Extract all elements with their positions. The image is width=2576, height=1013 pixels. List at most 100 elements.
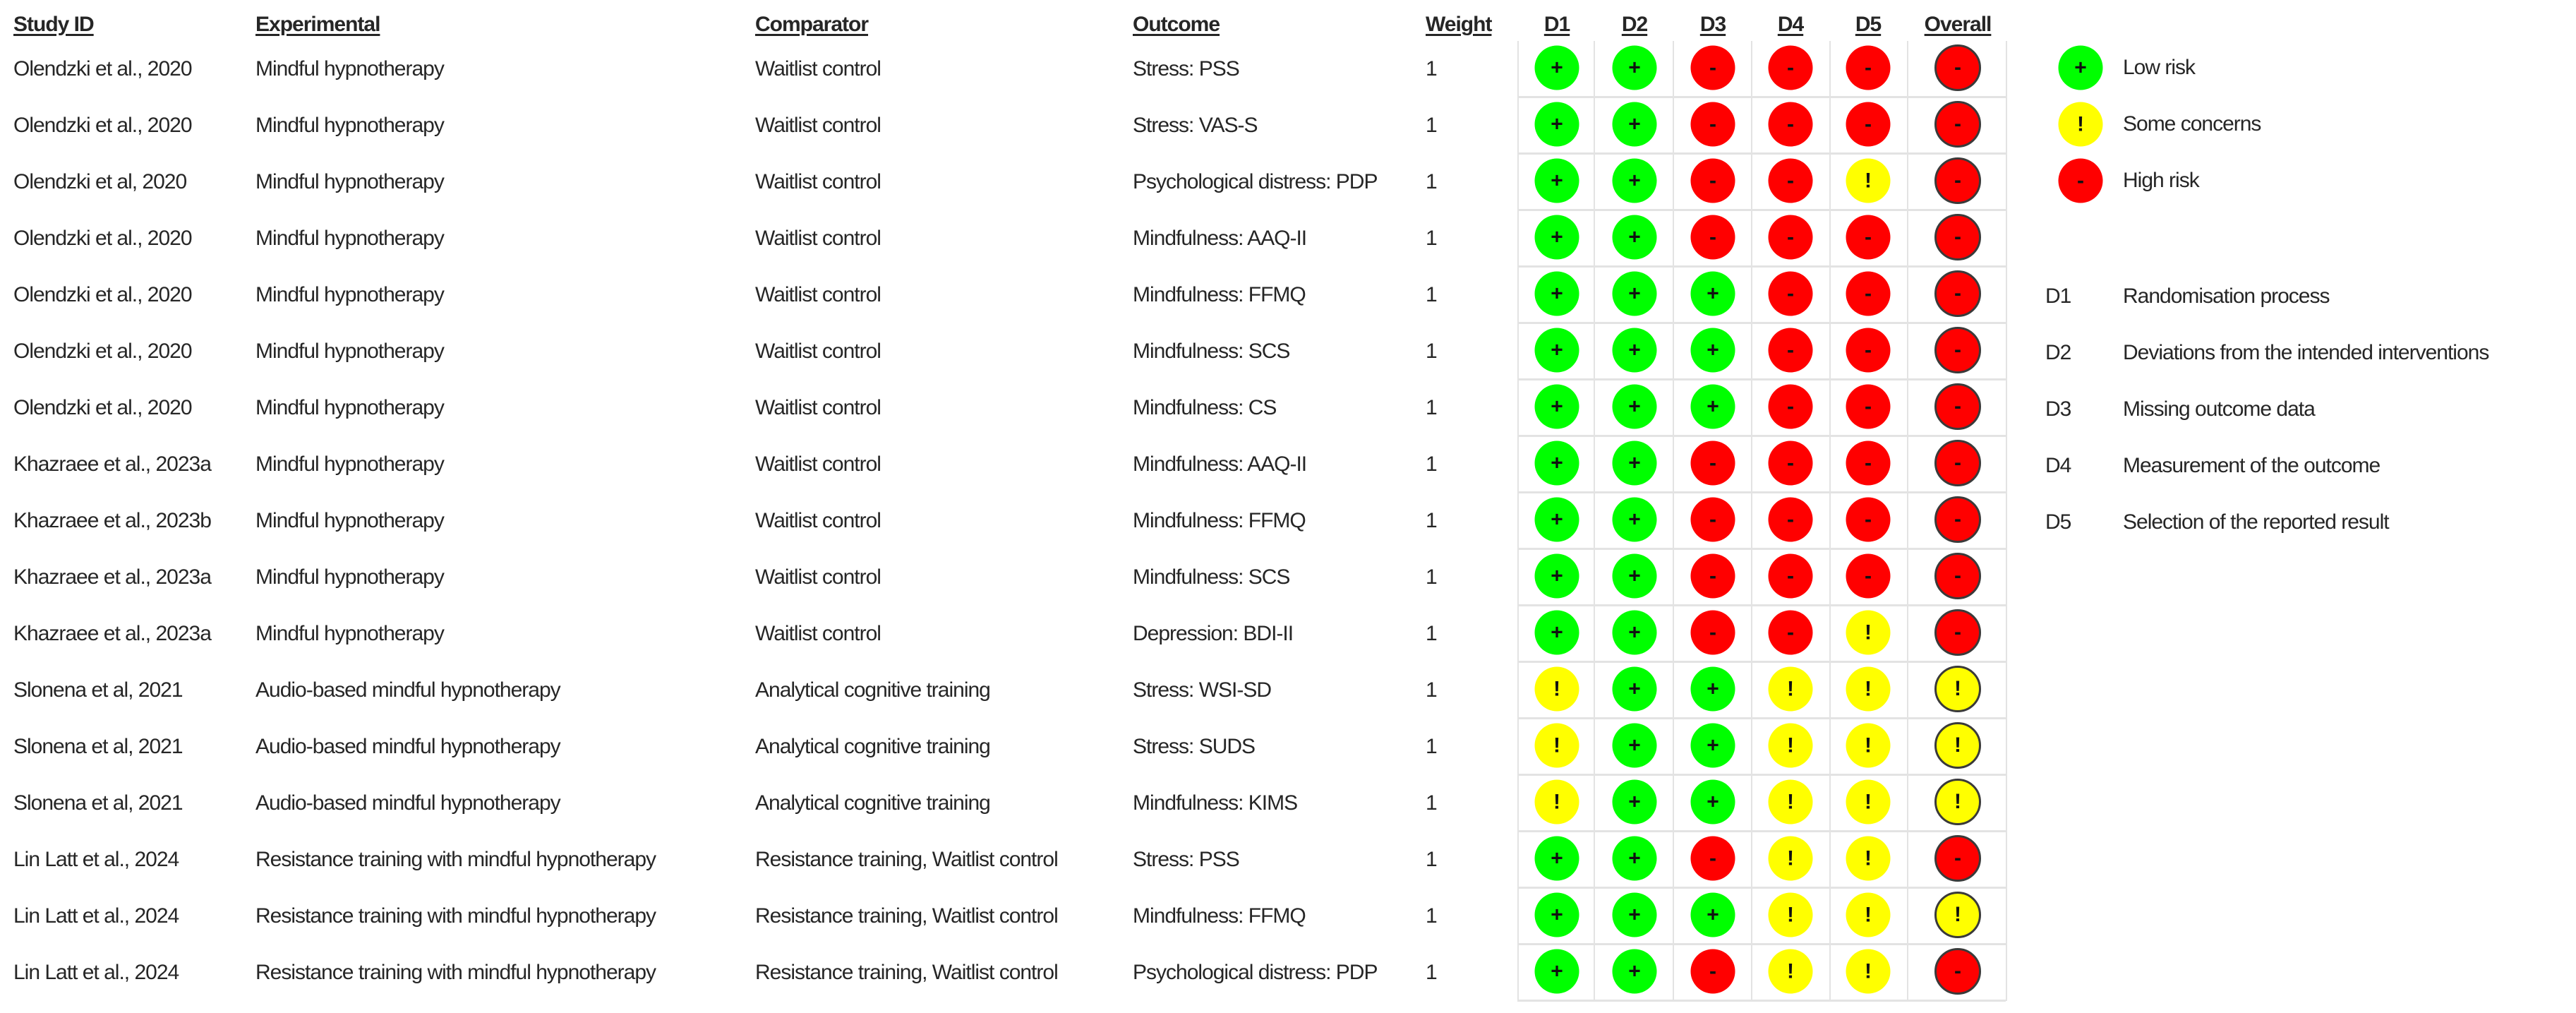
cell-weight: 1 xyxy=(1426,396,1438,419)
cell-comparator: Analytical cognitive training xyxy=(755,735,991,758)
high-risk-icon: - xyxy=(1846,497,1891,542)
grid-divider xyxy=(1517,1000,2006,1002)
grid-divider xyxy=(1517,774,2006,776)
some-concerns-icon: ! xyxy=(1846,723,1891,768)
cell-experimental: Mindful hypnotherapy xyxy=(255,170,445,193)
cell-experimental: Mindful hypnotherapy xyxy=(255,57,445,80)
low-risk-icon: + xyxy=(1612,45,1657,90)
high-risk-icon: - xyxy=(1768,553,1813,599)
cell-weight: 1 xyxy=(1426,961,1438,984)
table-row: Khazraee et al., 2023b Mindful hypnothera… xyxy=(0,493,2018,549)
cell-study-id: Khazraee et al., 2023a xyxy=(13,452,212,476)
low-risk-icon: + xyxy=(1534,836,1579,881)
domain-label: Missing outcome data xyxy=(2123,397,2316,421)
low-risk-icon: + xyxy=(1534,158,1579,203)
low-risk-icon: + xyxy=(1534,610,1579,655)
high-risk-icon: - xyxy=(1690,836,1735,881)
cell-study-id: Khazraee et al., 2023b xyxy=(13,509,212,532)
cell-weight: 1 xyxy=(1426,227,1438,250)
grid-divider xyxy=(1517,491,2006,493)
cell-weight: 1 xyxy=(1426,170,1438,193)
high-risk-icon: - xyxy=(1934,496,1981,543)
legend-label: Some concerns xyxy=(2123,112,2261,136)
table-row: Olendzki et al., 2020 Mindful hypnotherap… xyxy=(0,97,2018,154)
low-risk-icon: + xyxy=(2058,45,2103,90)
high-risk-icon: - xyxy=(1934,157,1981,204)
cell-outcome: Mindfulness: FFMQ xyxy=(1133,904,1306,928)
low-risk-icon: + xyxy=(1612,666,1657,712)
low-risk-icon: + xyxy=(1534,215,1579,260)
low-risk-icon: + xyxy=(1612,723,1657,768)
grid-divider xyxy=(1907,41,1908,1001)
cell-weight: 1 xyxy=(1426,452,1438,476)
some-concerns-icon: ! xyxy=(1768,949,1813,994)
domain-code: D2 xyxy=(2045,341,2071,364)
table-row: Olendzki et al., 2020 Mindful hypnotherap… xyxy=(0,41,2018,97)
table-row: Olendzki et al., 2020 Mindful hypnotherap… xyxy=(0,323,2018,380)
some-concerns-icon: ! xyxy=(1846,892,1891,937)
cell-study-id: Olendzki et al, 2020 xyxy=(13,170,187,193)
low-risk-icon: + xyxy=(1612,102,1657,147)
cell-outcome: Mindfulness: AAQ-II xyxy=(1133,227,1307,250)
low-risk-icon: + xyxy=(1612,610,1657,655)
cell-outcome: Psychological distress: PDP xyxy=(1133,961,1378,984)
grid-divider xyxy=(1517,548,2006,550)
low-risk-icon: + xyxy=(1690,892,1735,937)
cell-outcome: Stress: PSS xyxy=(1133,57,1240,80)
cell-comparator: Waitlist control xyxy=(755,396,881,419)
header-study-id: Study ID xyxy=(13,13,95,36)
low-risk-icon: + xyxy=(1534,892,1579,937)
legend-label: High risk xyxy=(2123,169,2200,192)
low-risk-icon: + xyxy=(1534,271,1579,316)
high-risk-icon: - xyxy=(1768,440,1813,486)
cell-weight: 1 xyxy=(1426,622,1438,645)
low-risk-icon: + xyxy=(1612,384,1657,429)
table-row: Lin Latt et al., 2024 Resistance training… xyxy=(0,888,2018,945)
high-risk-icon: - xyxy=(1934,440,1981,486)
grid-divider xyxy=(1517,96,2006,98)
some-concerns-icon: ! xyxy=(1846,836,1891,881)
table-row: Khazraee et al., 2023a Mindful hypnothera… xyxy=(0,606,2018,662)
cell-study-id: Slonena et al, 2021 xyxy=(13,735,183,758)
grid-divider xyxy=(1517,209,2006,211)
high-risk-icon: - xyxy=(1934,101,1981,148)
cell-weight: 1 xyxy=(1426,283,1438,306)
some-concerns-icon: ! xyxy=(1768,666,1813,712)
low-risk-icon: + xyxy=(1612,892,1657,937)
cell-comparator: Waitlist control xyxy=(755,114,881,137)
header-weight: Weight xyxy=(1426,13,1492,36)
low-risk-icon: + xyxy=(1612,553,1657,599)
low-risk-icon: + xyxy=(1690,328,1735,373)
high-risk-icon: - xyxy=(1768,497,1813,542)
cell-experimental: Resistance training with mindful hypnoth… xyxy=(255,904,656,928)
high-risk-icon: - xyxy=(2058,158,2103,203)
table-row: Olendzki et al., 2020 Mindful hypnotherap… xyxy=(0,380,2018,436)
some-concerns-icon: ! xyxy=(1934,722,1981,769)
cell-experimental: Mindful hypnotherapy xyxy=(255,509,445,532)
low-risk-icon: + xyxy=(1612,215,1657,260)
grid-divider xyxy=(1517,41,1519,1001)
grid-divider xyxy=(1594,41,1595,1001)
cell-study-id: Lin Latt et al., 2024 xyxy=(13,904,179,928)
cell-comparator: Waitlist control xyxy=(755,509,881,532)
cell-study-id: Lin Latt et al., 2024 xyxy=(13,961,179,984)
table-row: Slonena et al, 2021 Audio-based mindful h… xyxy=(0,662,2018,719)
cell-weight: 1 xyxy=(1426,678,1438,702)
high-risk-icon: - xyxy=(1934,270,1981,317)
low-risk-icon: + xyxy=(1690,384,1735,429)
cell-experimental: Resistance training with mindful hypnoth… xyxy=(255,848,656,871)
cell-study-id: Olendzki et al., 2020 xyxy=(13,396,193,419)
table-row: Slonena et al, 2021 Audio-based mindful h… xyxy=(0,775,2018,832)
header-d5: D5 xyxy=(1855,13,1882,36)
grid-divider xyxy=(1517,717,2006,719)
cell-study-id: Olendzki et al., 2020 xyxy=(13,227,193,250)
cell-experimental: Mindful hypnotherapy xyxy=(255,622,445,645)
cell-comparator: Waitlist control xyxy=(755,452,881,476)
cell-outcome: Stress: VAS-S xyxy=(1133,114,1258,137)
header-overall: Overall xyxy=(1924,13,1992,36)
grid-divider xyxy=(1517,265,2006,268)
cell-outcome: Psychological distress: PDP xyxy=(1133,170,1378,193)
cell-outcome: Mindfulness: SCS xyxy=(1133,340,1290,363)
low-risk-icon: + xyxy=(1612,440,1657,486)
cell-outcome: Stress: SUDS xyxy=(1133,735,1256,758)
